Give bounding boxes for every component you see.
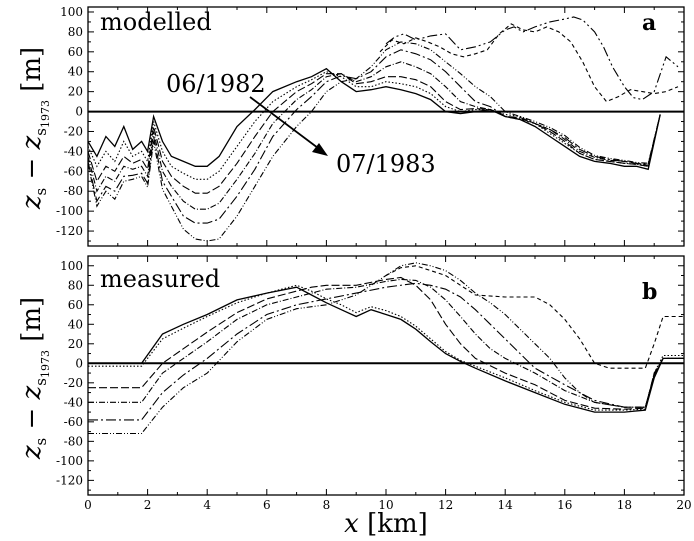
- y-tick-label: -60: [64, 164, 83, 178]
- panel-letter: b: [642, 279, 657, 305]
- y-tick-label: 80: [68, 278, 83, 292]
- series-line-2: [87, 71, 661, 180]
- y-tick-label: 40: [68, 65, 83, 79]
- panel-title: modelled: [100, 8, 212, 36]
- y-tick-label: -120: [56, 473, 83, 487]
- y-tick-label: 100: [60, 259, 83, 273]
- plot-frame: [87, 6, 685, 247]
- series-line-1: [87, 67, 661, 171]
- y-tick-label: 80: [68, 25, 83, 39]
- series-line-6: [87, 41, 661, 242]
- y-ticks: -120 -100 -80 -60 -40 -20 0 20 40 60 80 100: [56, 255, 685, 495]
- panel-measured: -120 -100 -80 -60 -40 -20 0 20 40 60 80 100 measure…: [56, 255, 685, 496]
- series-line-6: [88, 262, 684, 435]
- y-tick-label: 60: [68, 45, 83, 59]
- y-ticks: -120 -100 -80 -60 -40 -20 0 20 40 60 80 100: [56, 5, 685, 246]
- y-tick-label: -100: [56, 204, 83, 218]
- x-tick-label: 12: [438, 498, 453, 512]
- y-axis-label-top: zs − zs1973 [m]: [17, 47, 52, 210]
- x-tick-label: 18: [617, 498, 632, 512]
- y-tick-label: 0: [75, 356, 83, 370]
- series-line-7: [379, 23, 679, 103]
- y-tick-label: -40: [64, 395, 83, 409]
- y-tick-label: -120: [56, 224, 83, 238]
- panel-title: measured: [100, 265, 220, 293]
- y-tick-label: -80: [64, 434, 83, 448]
- y-tick-label: 0: [75, 105, 83, 119]
- y-axis-label-bottom: zs − zs1973 [m]: [17, 297, 52, 460]
- y-tick-label: -40: [64, 144, 83, 158]
- x-tick-label: 10: [378, 498, 393, 512]
- series-line-1: [88, 286, 684, 413]
- y-tick-label: 20: [68, 337, 83, 351]
- x-axis-ticks: 0 2 4 6 8 10 12 14 16 18 20: [84, 498, 691, 512]
- series-line-8: [385, 16, 679, 101]
- x-axis-label: x [km]: [344, 509, 428, 539]
- y-tick-label: 60: [68, 298, 83, 312]
- y-tick-label: 100: [60, 5, 83, 19]
- annotation-end: 07/1983: [336, 150, 436, 178]
- series-line-3: [88, 276, 684, 410]
- series-lines: [87, 16, 679, 242]
- y-tick-label: -20: [64, 124, 83, 138]
- x-tick-label: 2: [144, 498, 152, 512]
- x-tick-label: 4: [203, 498, 211, 512]
- series-line-7: [385, 265, 684, 369]
- y-tick-label: -20: [64, 376, 83, 390]
- x-tick-label: 6: [263, 498, 271, 512]
- x-tick-label: 14: [498, 498, 514, 512]
- series-line-5: [88, 282, 684, 421]
- y-tick-label: -100: [56, 454, 83, 468]
- series-line-4: [88, 278, 684, 408]
- x-tick-label: 0: [84, 498, 92, 512]
- annotation-start: 06/1982: [166, 70, 266, 98]
- x-tick-label: 20: [676, 498, 691, 512]
- panel-letter: a: [642, 10, 656, 36]
- annotation-arrow: [249, 96, 323, 152]
- y-tick-label: -60: [64, 415, 83, 429]
- x-tick-label: 16: [557, 498, 572, 512]
- y-tick-label: 40: [68, 317, 83, 331]
- series-line-2: [88, 284, 684, 411]
- panel-modelled: -120 -100 -80 -60 -40 -20 0 20 40 60 80 100 modelle…: [56, 5, 685, 247]
- x-tick-label: 8: [323, 498, 331, 512]
- series-line-5: [87, 49, 661, 224]
- y-tick-label: -80: [64, 184, 83, 198]
- series-lines: [88, 262, 684, 435]
- y-tick-label: 20: [68, 85, 83, 99]
- series-line-3: [87, 73, 661, 194]
- arrow-head: [312, 143, 328, 156]
